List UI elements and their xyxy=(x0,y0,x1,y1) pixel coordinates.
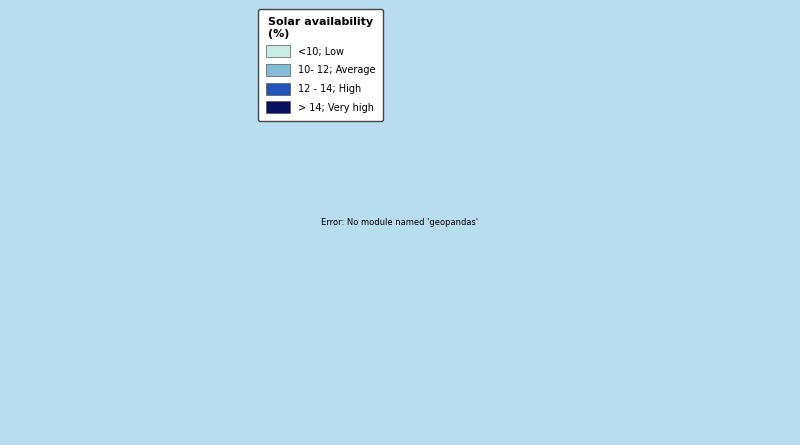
Legend: <10; Low, 10- 12; Average, 12 - 14; High, > 14; Very high: <10; Low, 10- 12; Average, 12 - 14; High… xyxy=(258,9,383,121)
Text: Error: No module named 'geopandas': Error: No module named 'geopandas' xyxy=(322,218,478,227)
